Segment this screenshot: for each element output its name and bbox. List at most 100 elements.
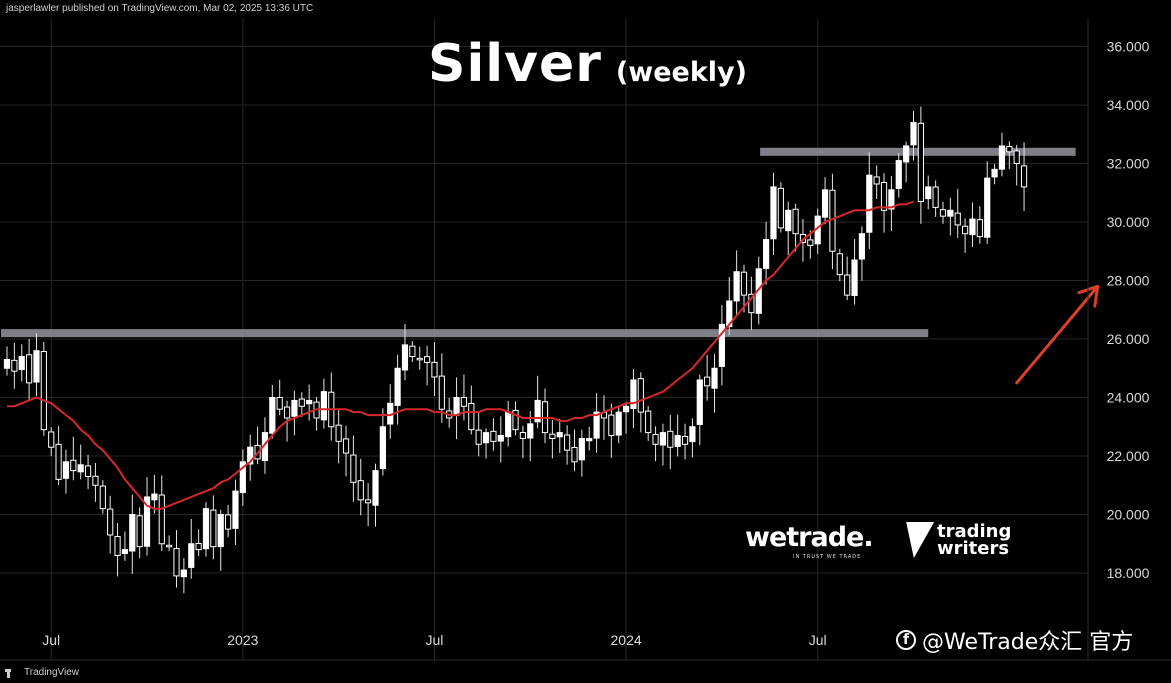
candle bbox=[342, 425, 350, 477]
candle bbox=[18, 344, 25, 382]
candle bbox=[11, 342, 18, 389]
candle-body-down bbox=[519, 432, 526, 439]
candle-body-down bbox=[107, 508, 114, 536]
candle-body-down bbox=[431, 361, 438, 378]
candle bbox=[173, 530, 180, 588]
candle bbox=[276, 379, 283, 416]
chart-grid bbox=[0, 18, 1088, 660]
candle bbox=[829, 173, 836, 270]
candle bbox=[99, 480, 106, 514]
candle-body-down bbox=[954, 212, 961, 226]
candle bbox=[512, 401, 519, 436]
candle-body-up bbox=[969, 218, 976, 236]
candle-body-up bbox=[269, 397, 276, 434]
candle-body-down bbox=[873, 176, 880, 185]
y-tick-label: 22.000 bbox=[1107, 448, 1150, 464]
candle bbox=[556, 418, 563, 453]
candle bbox=[350, 435, 357, 502]
y-tick-label: 18.000 bbox=[1107, 565, 1150, 581]
candle bbox=[748, 276, 755, 331]
candle bbox=[490, 418, 497, 451]
candle-body-down bbox=[26, 354, 33, 384]
candle bbox=[166, 535, 173, 552]
candle-body-up bbox=[239, 461, 246, 494]
candle bbox=[571, 429, 578, 472]
candle bbox=[335, 409, 342, 464]
candle bbox=[298, 392, 305, 417]
candle bbox=[578, 429, 585, 477]
candle-body-down bbox=[357, 480, 364, 501]
chart-title-sub: (weekly) bbox=[615, 57, 747, 88]
candle-body-up bbox=[578, 437, 585, 461]
candle-body-down bbox=[667, 430, 674, 448]
candle-body-down bbox=[283, 406, 291, 419]
candle bbox=[475, 411, 482, 457]
candle bbox=[77, 444, 84, 480]
candle-body-up bbox=[482, 432, 490, 444]
candle bbox=[55, 425, 62, 485]
candle bbox=[541, 388, 549, 444]
candle bbox=[718, 304, 725, 386]
x-tick-label: 2023 bbox=[227, 632, 258, 648]
candle bbox=[858, 226, 866, 281]
candle-body-up bbox=[785, 209, 792, 232]
candle bbox=[416, 346, 423, 370]
candle-body-up bbox=[763, 239, 770, 269]
candle bbox=[645, 406, 652, 441]
candle bbox=[711, 354, 718, 413]
candle-body-up bbox=[593, 411, 600, 439]
candle-body-up bbox=[534, 399, 541, 423]
candle bbox=[549, 419, 556, 459]
candle-body-down bbox=[939, 209, 947, 217]
candle-body-down bbox=[416, 357, 423, 361]
candle-body-up bbox=[866, 174, 873, 233]
watermark-text: @WeTrade众汇 官方 bbox=[922, 630, 1134, 655]
candle bbox=[976, 206, 983, 244]
candle bbox=[151, 474, 158, 514]
candle bbox=[195, 529, 202, 557]
candle-body-down bbox=[114, 536, 121, 556]
candle bbox=[807, 230, 814, 259]
candle bbox=[239, 449, 246, 506]
y-tick-label: 30.000 bbox=[1107, 214, 1150, 230]
candle-body-down bbox=[571, 446, 578, 463]
candle-body-down bbox=[460, 396, 468, 407]
candle bbox=[357, 458, 364, 516]
candle bbox=[785, 201, 792, 256]
y-tick-label: 28.000 bbox=[1107, 273, 1150, 289]
trading-writers-mark-icon bbox=[899, 522, 935, 558]
candle-body-down bbox=[1020, 165, 1028, 188]
candle bbox=[667, 414, 674, 470]
candle bbox=[306, 384, 313, 421]
candle-body-up bbox=[62, 461, 70, 479]
candle-body-up bbox=[453, 397, 460, 416]
candle-body-up bbox=[180, 569, 187, 578]
candle bbox=[136, 507, 143, 559]
candle bbox=[320, 378, 328, 429]
candle bbox=[763, 221, 770, 285]
candle-body-down bbox=[342, 438, 350, 454]
candle-body-down bbox=[777, 187, 784, 229]
candle bbox=[84, 454, 92, 490]
candle-body-down bbox=[225, 514, 232, 530]
candle-body-up bbox=[674, 435, 681, 447]
candle bbox=[180, 558, 187, 594]
candle-body-up bbox=[821, 189, 829, 218]
candle bbox=[704, 354, 711, 401]
candle-body-down bbox=[335, 424, 342, 442]
candle-body-up bbox=[770, 186, 777, 240]
x-tick-label: Jul bbox=[809, 632, 827, 648]
candle bbox=[991, 164, 998, 185]
candle-body-up bbox=[984, 177, 991, 238]
candle bbox=[608, 403, 615, 458]
candle-body-down bbox=[136, 515, 143, 548]
candle-body-down bbox=[166, 544, 173, 548]
candle-body-down bbox=[438, 375, 445, 410]
candle-body-down bbox=[84, 465, 92, 477]
arrow-head bbox=[1077, 284, 1100, 308]
candle bbox=[925, 175, 932, 210]
candle bbox=[939, 201, 947, 224]
tradingview-logo-icon bbox=[5, 668, 19, 678]
candle bbox=[962, 218, 969, 253]
candle bbox=[770, 172, 777, 256]
